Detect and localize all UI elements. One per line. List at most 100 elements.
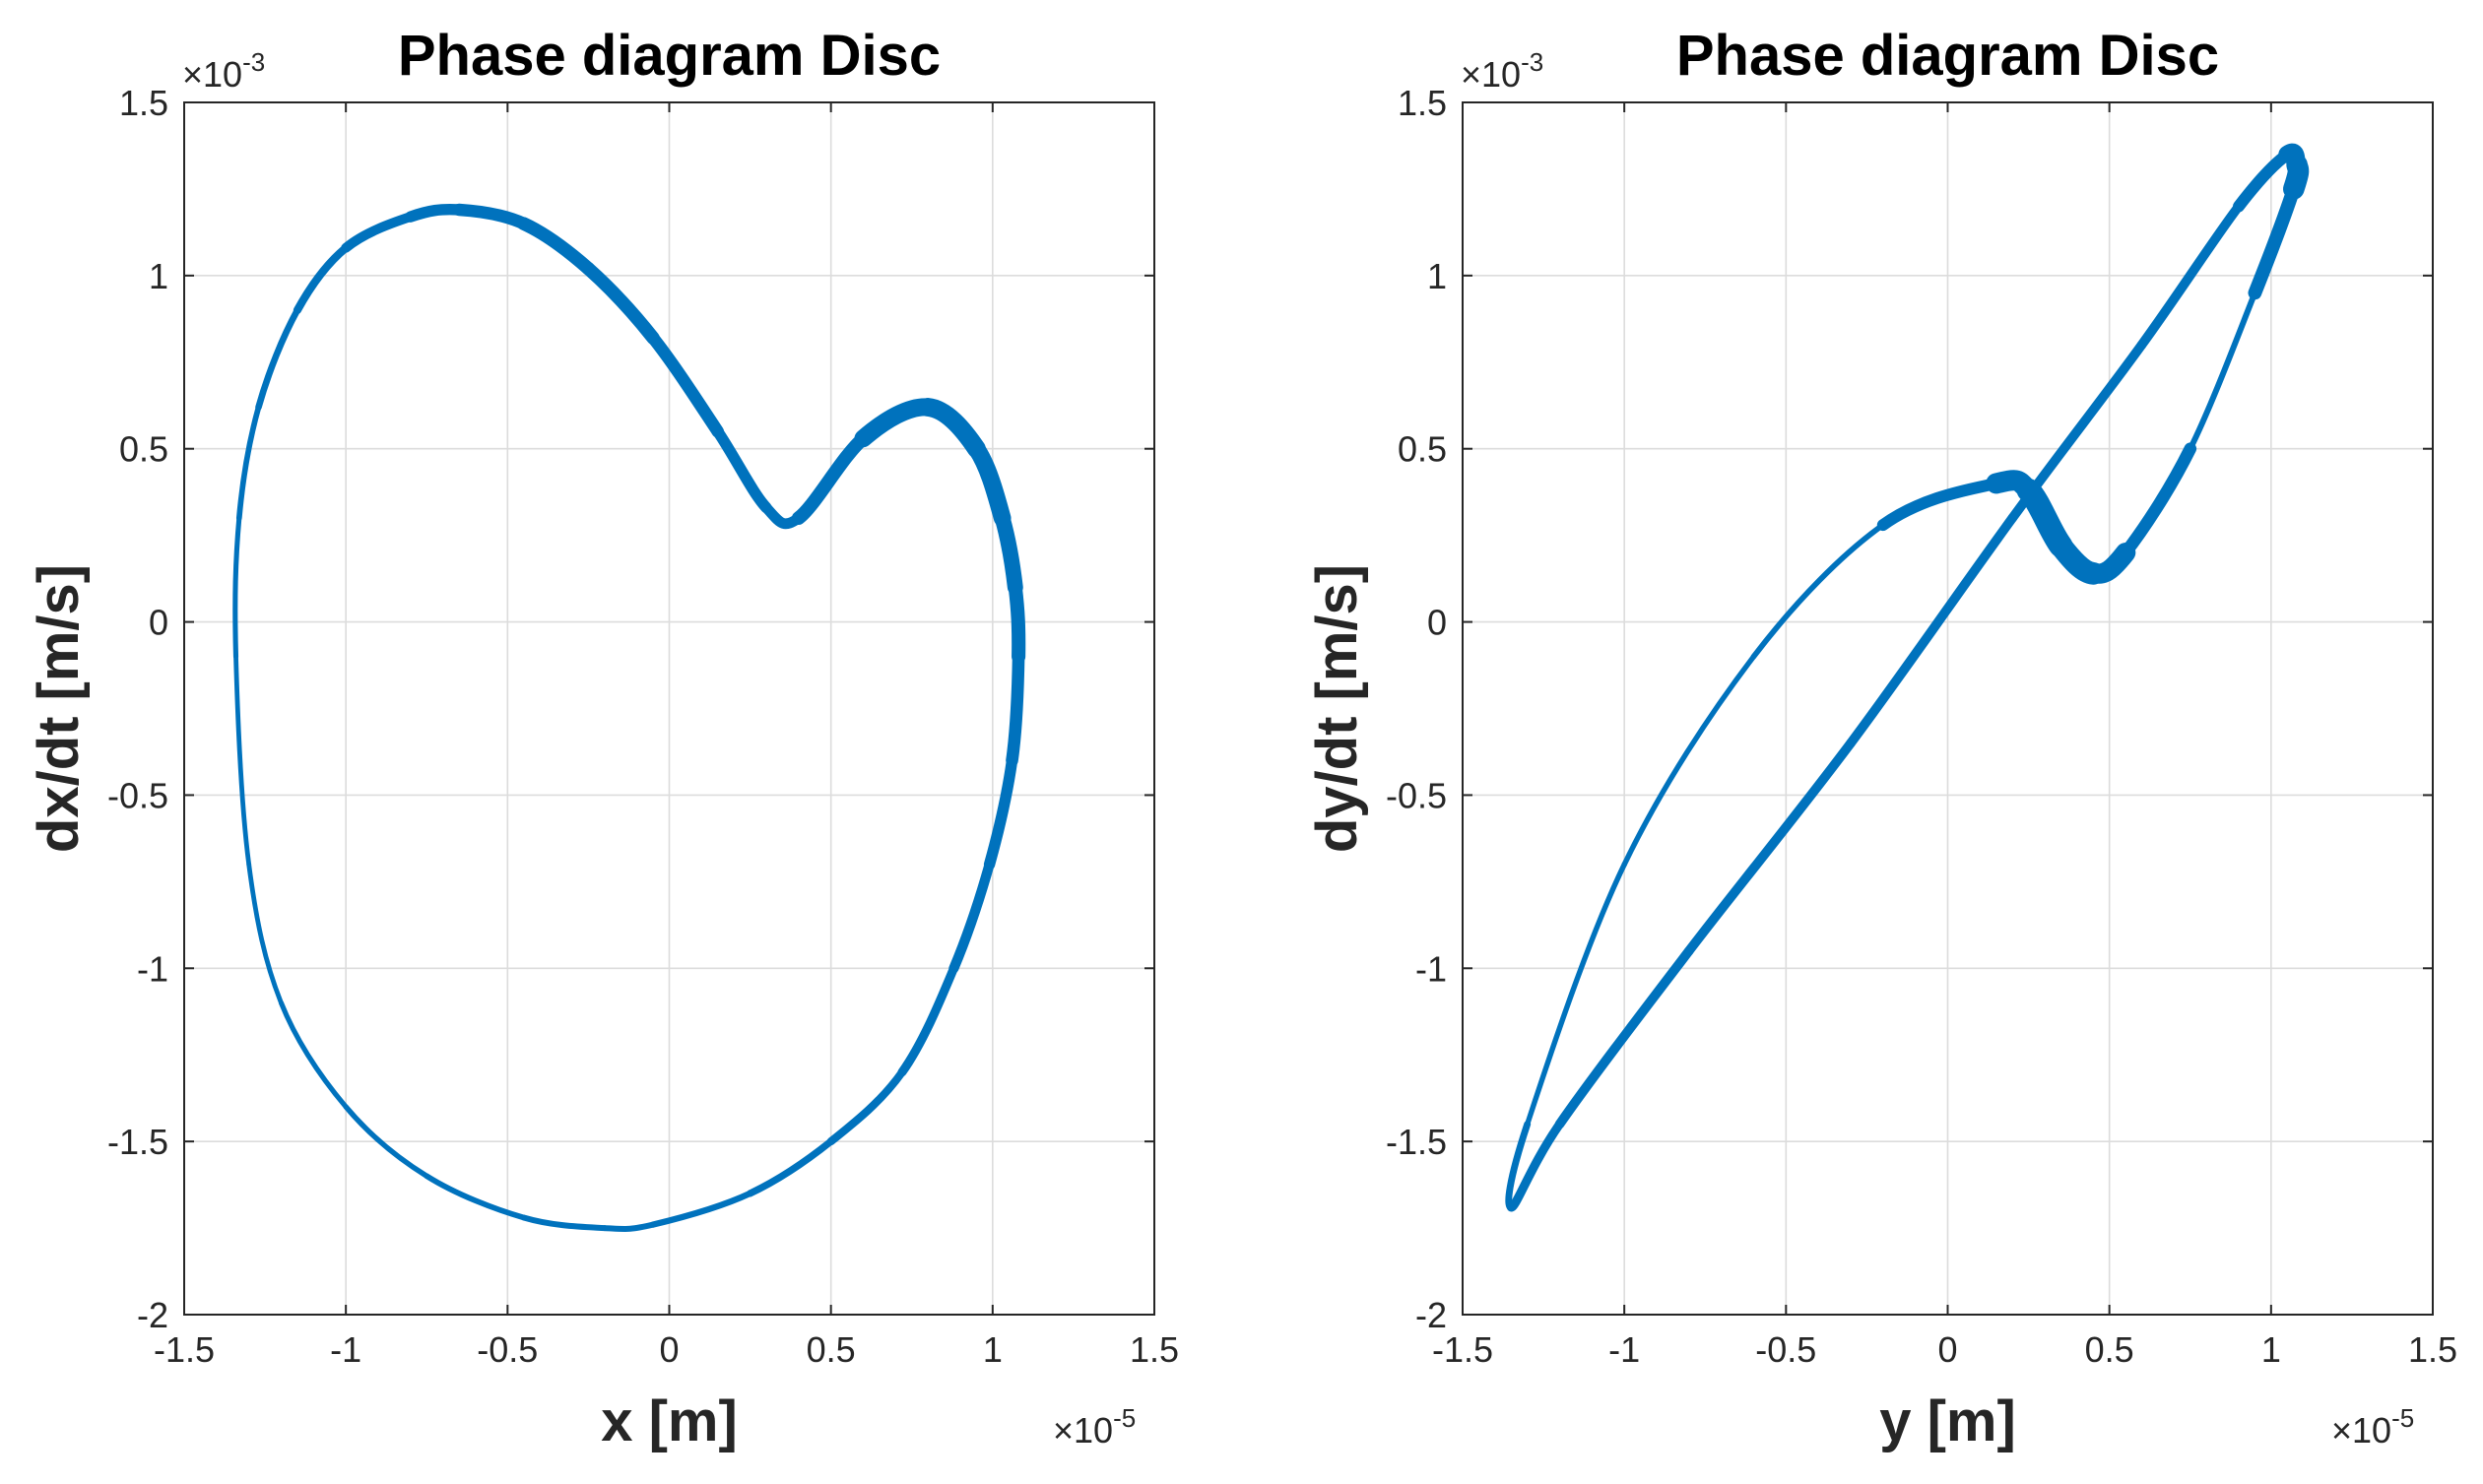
left-orbit-segment-20 [232,515,242,660]
right-x-tick-label-2: -0.5 [1755,1329,1816,1370]
right-y-multiplier-base: ×10 [1461,54,1521,95]
left-y-multiplier-base: ×10 [182,54,242,95]
left-orbit-segment-31 [760,502,805,530]
right-y-axis-label: dy/dt [m/s] [1305,564,1369,853]
left-orbit-segment-10 [826,1067,906,1146]
left-y-multiplier-exponent: -3 [242,47,265,77]
left-orbit-segment-19 [233,654,252,868]
right-x-tick-label-0: -1.5 [1432,1329,1493,1370]
left-orbit-segment-7 [983,754,1018,871]
left-orbit-segment-8 [948,859,995,974]
left-orbit-segment-18 [246,862,284,1005]
right-y-tick-label-3: -0.5 [1386,775,1447,815]
left-y-tick-label-6: 1 [149,256,168,296]
left-orbit-segment-30 [712,425,772,514]
right-orbit-segment-15 [1846,513,2017,748]
left-grid [183,101,1155,1316]
right-orbit-segment-8 [1750,522,1886,660]
left-orbit-segment-9 [897,963,958,1077]
left-x-tick-label-2: -0.5 [477,1329,538,1370]
left-x-tick-label-3: 0 [659,1329,679,1370]
right-grid [1462,101,2434,1316]
left-orbit-segment-6 [1006,650,1025,767]
left-orbit-segment-27 [517,217,596,276]
left-subplot: -1.5 -1 -0.5 0 0.5 1 1.5-2-1.5-1-0.500.511.5 P… [27,24,1179,1453]
right-x-tick-label-3: 0 [1937,1329,1957,1370]
left-y-axis-label: dx/dt [m/s] [27,564,91,853]
left-orbit-segment-13 [601,1221,657,1233]
right-orbit-segment-0 [2248,182,2301,300]
right-y-tick-label-5: 0.5 [1398,429,1447,470]
right-chart-title: Phase diagram Disc [1676,24,2219,88]
right-x-tick-label-5: 1 [2261,1329,2281,1370]
right-orbit-segment-16 [2007,340,2147,523]
right-orbit-segment-14 [1684,738,1856,956]
right-orbit-segment-2 [2119,442,2197,559]
left-y-tick-label-4: 0 [149,603,168,643]
right-orbit-segment-17 [2136,201,2244,350]
left-x-axis-label: x [m] [601,1389,738,1453]
left-y-tick-label-0: -2 [137,1295,168,1335]
left-orbit-segment-23 [293,243,351,315]
right-y-tick-label-7: 1.5 [1398,83,1447,123]
left-orbit-segment-15 [424,1173,527,1221]
right-y-tick-label-2: -1 [1415,948,1447,989]
right-orbit-segment-10 [1525,862,1627,1128]
left-orbit-segment-26 [452,203,531,230]
left-ticks: -1.5 -1 -0.5 0 0.5 1 1.5-2-1.5-1-0.500.511.5 [107,83,1179,1370]
left-orbit-segment-21 [235,404,262,521]
left-y-multiplier: ×10-3 [182,47,265,95]
right-y-multiplier-exponent: -3 [1521,47,1543,77]
left-orbit-segment-5 [1008,580,1026,664]
left-orbit-segment-3 [967,439,1012,527]
right-y-tick-label-1: -1.5 [1386,1122,1447,1162]
left-y-tick-label-5: 0.5 [119,429,168,470]
right-orbit-segment-12 [1506,1120,1564,1212]
left-orbit-segment-17 [278,1000,349,1110]
right-x-multiplier-exponent: -5 [2391,1403,2414,1433]
left-orbit-segment-22 [255,306,301,411]
right-orbit-segment-13 [1554,945,1694,1129]
right-x-tick-label-6: 1.5 [2408,1329,2457,1370]
left-orbit-segment-16 [343,1104,429,1179]
right-subplot: -1.5 -1 -0.5 0 0.5 1 1.5-2-1.5-1-0.500.511.5 P… [1305,24,2457,1453]
left-orbit-segment-28 [581,262,660,345]
right-x-multiplier-base: ×10 [2331,1410,2391,1451]
left-y-tick-label-3: -0.5 [107,775,168,815]
right-ticks: -1.5 -1 -0.5 0 0.5 1 1.5-2-1.5-1-0.500.511.5 [1386,83,2457,1370]
left-y-tick-label-7: 1.5 [119,83,168,123]
left-orbit-segment-1 [854,398,938,448]
left-x-multiplier-base: ×10 [1053,1410,1113,1451]
right-orbit-segment-20 [2283,154,2310,200]
left-orbit-segment-11 [747,1137,835,1197]
left-data [232,203,1026,1233]
left-chart-title: Phase diagram Disc [398,24,941,88]
right-orbit-segment-9 [1621,654,1757,868]
left-orbit-segment-25 [405,204,465,223]
left-orbit-segment-0 [791,431,871,525]
right-orbit-segment-7 [1876,477,2002,532]
right-y-tick-label-4: 0 [1427,603,1447,643]
left-x-tick-label-1: -1 [330,1329,361,1370]
left-y-tick-label-1: -1.5 [107,1122,168,1162]
right-orbit-segment-1 [2187,290,2258,452]
right-data [1505,143,2310,1212]
left-x-tick-label-5: 1 [983,1329,1003,1370]
right-y-tick-label-6: 1 [1427,256,1447,296]
left-orbit-segment-2 [918,398,986,459]
right-y-tick-label-0: -2 [1415,1295,1447,1335]
left-orbit-segment-12 [649,1190,753,1228]
left-x-tick-label-0: -1.5 [154,1329,215,1370]
left-x-tick-label-4: 0.5 [807,1329,856,1370]
right-x-axis-label: y [m] [1879,1389,2016,1453]
left-x-multiplier: ×10-5 [1053,1403,1136,1451]
left-orbit-segment-4 [994,510,1023,596]
left-x-multiplier-exponent: -5 [1113,1403,1136,1433]
right-x-multiplier: ×10-5 [2331,1403,2414,1451]
right-x-tick-label-4: 0.5 [2085,1329,2134,1370]
right-orbit-segment-18 [2233,148,2294,213]
left-orbit-segment-24 [341,212,416,253]
left-orbit-segment-29 [646,331,724,438]
left-x-tick-label-6: 1.5 [1130,1329,1179,1370]
